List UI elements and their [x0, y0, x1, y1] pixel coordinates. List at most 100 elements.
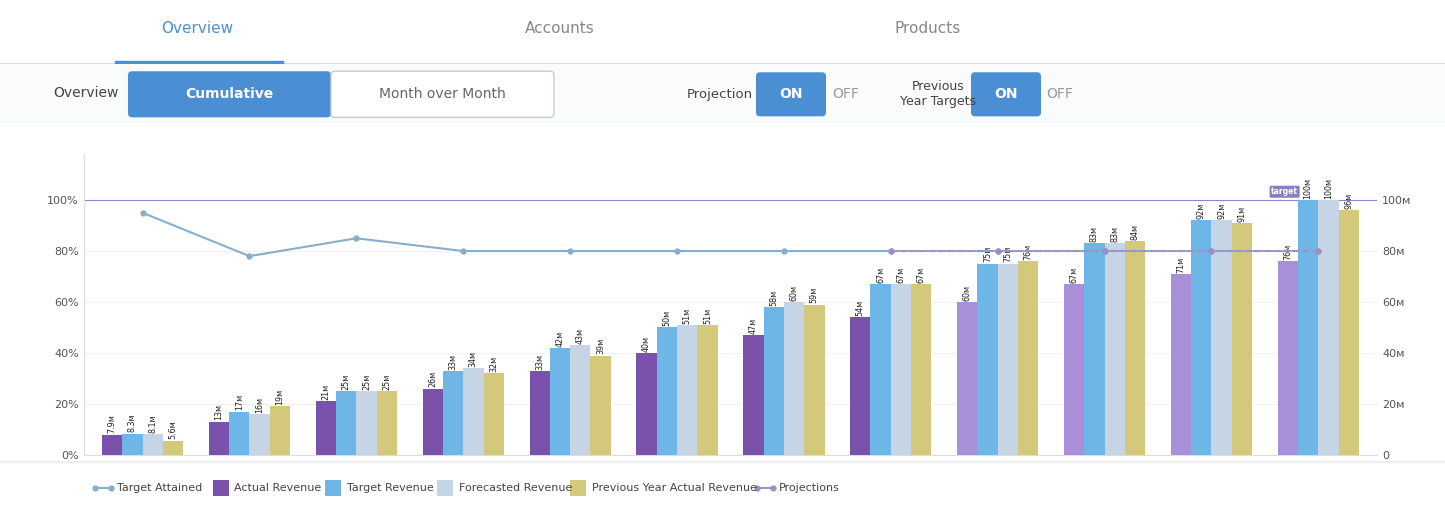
Bar — [678, 325, 698, 455]
Bar — [0, 63, 1445, 64]
Bar — [464, 368, 484, 455]
Text: Forecasted Revenue: Forecasted Revenue — [460, 483, 572, 493]
Bar — [997, 264, 1017, 455]
Bar — [1104, 244, 1124, 455]
Bar — [212, 480, 228, 497]
Bar — [1084, 244, 1104, 455]
Text: 13м: 13м — [214, 405, 224, 420]
Bar — [656, 327, 678, 455]
Text: 21м: 21м — [321, 384, 331, 400]
Bar — [1298, 200, 1318, 455]
Bar — [1191, 221, 1211, 455]
Text: 92м: 92м — [1196, 203, 1205, 219]
Text: 25м: 25м — [383, 374, 392, 390]
Text: 75м: 75м — [983, 246, 993, 263]
Text: 100м: 100м — [1324, 178, 1332, 199]
Text: 67м: 67м — [916, 267, 926, 283]
Text: 67м: 67м — [1069, 267, 1078, 283]
Text: 7.9м: 7.9м — [107, 415, 117, 433]
Text: 91м: 91м — [1237, 206, 1247, 222]
Text: 71м: 71м — [1176, 256, 1185, 273]
Bar — [591, 356, 611, 455]
Bar — [325, 480, 341, 497]
Bar — [805, 305, 825, 455]
Bar — [743, 335, 763, 455]
Bar — [698, 325, 718, 455]
Text: OFF: OFF — [832, 87, 860, 101]
Bar — [571, 345, 591, 455]
Text: 58м: 58м — [769, 289, 779, 306]
Bar — [890, 284, 912, 455]
Text: 60м: 60м — [789, 285, 799, 301]
Text: 60м: 60м — [962, 285, 971, 301]
Text: 51м: 51м — [702, 307, 712, 324]
Bar — [270, 407, 290, 455]
Bar — [210, 422, 230, 455]
Bar — [529, 371, 549, 455]
Text: Year Targets: Year Targets — [900, 95, 975, 108]
Text: Overview: Overview — [53, 86, 118, 100]
Bar — [1124, 241, 1144, 455]
Text: 83м: 83м — [1090, 226, 1098, 242]
Text: Previous: Previous — [912, 80, 964, 93]
Bar — [444, 371, 464, 455]
Bar — [783, 302, 805, 455]
Text: 43м: 43м — [575, 328, 585, 344]
Bar — [337, 391, 357, 455]
Text: 25м: 25м — [363, 374, 371, 390]
Bar — [912, 284, 932, 455]
Bar — [1064, 284, 1084, 455]
Bar — [549, 348, 571, 455]
Text: 25м: 25м — [341, 374, 351, 390]
Text: 40м: 40м — [642, 336, 652, 352]
Bar — [870, 284, 890, 455]
Text: 54м: 54м — [855, 300, 864, 316]
Text: 8.3м: 8.3м — [129, 414, 137, 432]
Text: OFF: OFF — [1046, 87, 1074, 101]
Bar — [163, 440, 184, 455]
Bar — [850, 317, 870, 455]
Text: 17м: 17м — [236, 394, 244, 410]
Bar — [1211, 221, 1231, 455]
FancyBboxPatch shape — [756, 72, 827, 116]
Text: 5.6м: 5.6м — [169, 420, 178, 439]
Text: Target Attained: Target Attained — [117, 483, 202, 493]
Text: 59м: 59м — [809, 287, 819, 303]
Bar — [0, 122, 1445, 123]
Bar — [1318, 200, 1338, 455]
Bar — [636, 353, 656, 455]
Text: target: target — [1272, 187, 1298, 196]
Text: 96м: 96м — [1344, 193, 1354, 209]
Text: 76м: 76м — [1023, 244, 1033, 260]
Bar — [763, 307, 783, 455]
Text: Accounts: Accounts — [525, 21, 595, 35]
Bar — [250, 414, 270, 455]
Bar — [1338, 210, 1358, 455]
Text: 8.1м: 8.1м — [149, 414, 158, 433]
Text: 34м: 34м — [468, 351, 478, 367]
Text: 67м: 67м — [896, 267, 906, 283]
FancyBboxPatch shape — [331, 71, 553, 117]
Text: Cumulative: Cumulative — [185, 87, 273, 101]
Text: 47м: 47м — [749, 318, 759, 334]
Text: Overview: Overview — [160, 21, 233, 35]
Text: Projections: Projections — [779, 483, 840, 493]
Text: 39м: 39м — [597, 338, 605, 354]
Text: ON: ON — [994, 87, 1017, 101]
Bar — [230, 412, 250, 455]
Text: 33м: 33м — [535, 354, 545, 370]
Bar — [357, 391, 377, 455]
Text: 100м: 100м — [1303, 178, 1312, 199]
Bar — [1277, 261, 1298, 455]
Text: Products: Products — [894, 21, 961, 35]
Bar — [422, 389, 444, 455]
Bar — [571, 480, 587, 497]
Text: 33м: 33м — [448, 354, 458, 370]
Text: Previous Year Actual Revenue: Previous Year Actual Revenue — [592, 483, 757, 493]
Bar — [436, 480, 452, 497]
Bar — [143, 434, 163, 455]
Bar — [484, 373, 504, 455]
Text: 67м: 67м — [876, 267, 886, 283]
Bar — [957, 302, 977, 455]
FancyBboxPatch shape — [971, 72, 1040, 116]
